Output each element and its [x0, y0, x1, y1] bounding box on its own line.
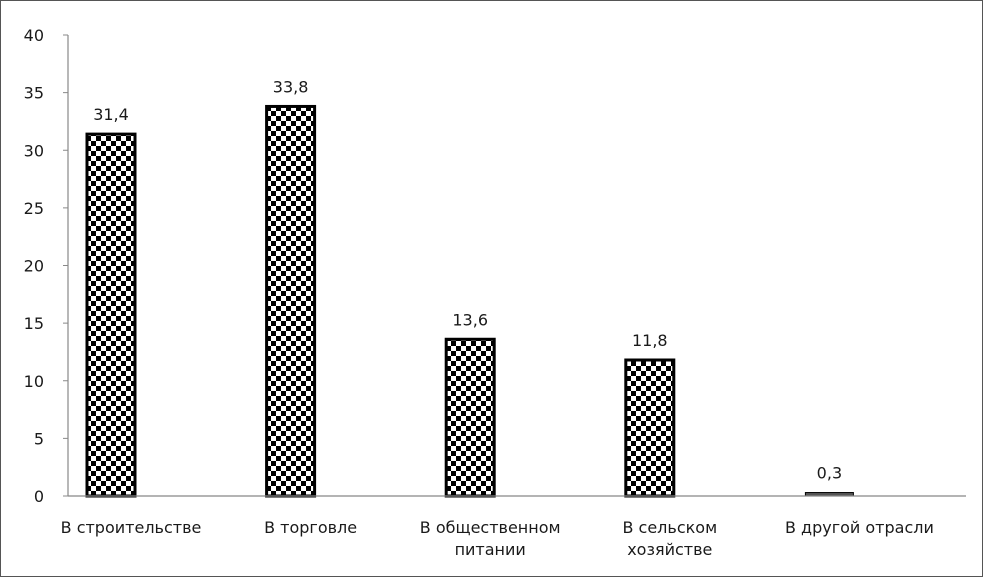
x-category-label: В сельском — [622, 518, 717, 537]
bar — [444, 337, 496, 498]
x-category-label: В строительстве — [61, 518, 202, 537]
y-tick-label: 40 — [24, 26, 44, 45]
x-category-label: хозяйстве — [627, 540, 712, 559]
data-label: 13,6 — [452, 310, 488, 329]
bar — [624, 358, 676, 498]
x-axis: В строительстве В торговле В общественном п… — [61, 495, 966, 559]
bar — [265, 104, 317, 498]
y-tick-label: 0 — [34, 487, 44, 506]
x-category-label: В общественном — [420, 518, 561, 537]
bar — [85, 132, 137, 498]
y-axis: 0 5 10 15 20 25 30 35 40 — [24, 26, 69, 506]
data-label: 11,8 — [632, 331, 668, 350]
y-tick-label: 25 — [24, 199, 44, 218]
x-category-label: В торговле — [264, 518, 357, 537]
x-category-label: В другой отрасли — [785, 518, 934, 537]
y-tick-label: 15 — [24, 314, 44, 333]
y-tick-label: 10 — [24, 372, 44, 391]
data-label: 0,3 — [817, 464, 842, 483]
x-category-label: питании — [455, 540, 526, 559]
data-label: 31,4 — [93, 105, 129, 124]
bars: 31,4 33,8 13,6 11,8 0,3 — [85, 77, 854, 498]
y-tick-label: 35 — [24, 84, 44, 103]
y-tick-label: 30 — [24, 141, 44, 160]
data-label: 33,8 — [273, 77, 309, 96]
y-tick-label: 5 — [34, 429, 44, 448]
y-tick-label: 20 — [24, 257, 44, 276]
